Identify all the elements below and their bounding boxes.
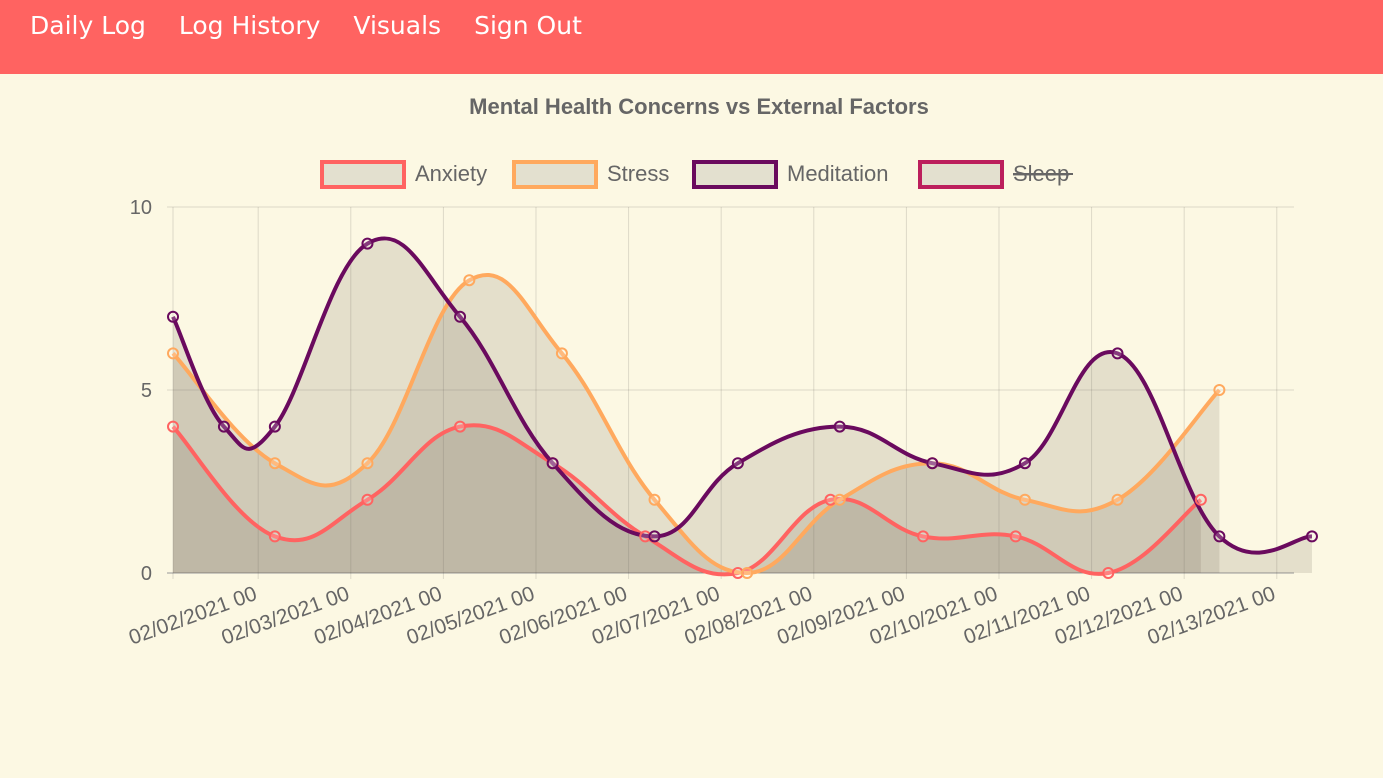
- nav-sign-out[interactable]: Sign Out: [474, 11, 582, 40]
- stress-point[interactable]: [361, 457, 374, 470]
- chart-legend: Anxiety Stress Meditation Sleep: [320, 160, 1073, 189]
- nav-daily-log[interactable]: Daily Log: [30, 11, 146, 40]
- chart-container: Mental Health Concerns vs External Facto…: [0, 74, 1383, 778]
- stress-point[interactable]: [167, 347, 179, 360]
- stress-point[interactable]: [555, 347, 568, 360]
- line-chart: Mental Health Concerns vs External Facto…: [126, 94, 1318, 650]
- nav-visuals[interactable]: Visuals: [353, 11, 442, 40]
- stress-point[interactable]: [463, 274, 476, 287]
- legend-item-stress[interactable]: Stress: [512, 160, 669, 189]
- series-lines: [171, 236, 1313, 577]
- meditation-point[interactable]: [1213, 530, 1226, 543]
- stress-line: [171, 272, 1221, 576]
- legend-label: Stress: [607, 161, 669, 186]
- anxiety-point[interactable]: [1009, 530, 1022, 543]
- meditation-line: [171, 236, 1313, 555]
- anxiety-point[interactable]: [167, 420, 179, 433]
- anxiety-point[interactable]: [1194, 493, 1207, 506]
- series-points: [167, 237, 1318, 579]
- legend-item-meditation[interactable]: Meditation: [692, 160, 889, 189]
- legend-label: Meditation: [787, 161, 889, 186]
- series-areas: [173, 238, 1312, 575]
- meditation-point[interactable]: [217, 420, 230, 433]
- anxiety-point[interactable]: [268, 530, 281, 543]
- stress-point[interactable]: [741, 567, 754, 579]
- y-tick-label: 0: [141, 563, 152, 585]
- stress-point[interactable]: [833, 493, 846, 506]
- y-tick-label: 5: [141, 380, 152, 402]
- stress-point[interactable]: [1213, 384, 1226, 396]
- legend-swatch: [692, 160, 778, 189]
- legend-label: Anxiety: [415, 161, 487, 186]
- meditation-point[interactable]: [833, 420, 846, 433]
- chart-title: Mental Health Concerns vs External Facto…: [469, 94, 929, 119]
- meditation-point[interactable]: [1018, 457, 1031, 470]
- anxiety-point[interactable]: [454, 420, 467, 433]
- meditation-point[interactable]: [268, 420, 281, 433]
- meditation-point[interactable]: [648, 530, 661, 543]
- anxiety-area: [173, 425, 1201, 575]
- stress-area: [173, 274, 1220, 573]
- navbar: Daily Log Log History Visuals Sign Out: [0, 0, 1383, 74]
- meditation-point[interactable]: [731, 457, 744, 470]
- chart-grid: [167, 206, 1294, 579]
- y-axis-ticks: 0 5 10: [130, 197, 152, 585]
- meditation-point[interactable]: [926, 457, 939, 470]
- nav-log-history[interactable]: Log History: [178, 11, 321, 40]
- stress-point[interactable]: [1111, 493, 1124, 506]
- y-tick-label: 10: [130, 197, 152, 219]
- anxiety-point[interactable]: [1102, 567, 1115, 579]
- legend-item-anxiety[interactable]: Anxiety: [320, 160, 487, 189]
- meditation-point[interactable]: [167, 310, 179, 323]
- meditation-point[interactable]: [361, 237, 374, 250]
- meditation-point[interactable]: [546, 457, 559, 470]
- anxiety-line: [171, 423, 1203, 577]
- meditation-point[interactable]: [1111, 347, 1124, 360]
- legend-swatch: [918, 160, 1004, 189]
- legend-swatch: [320, 160, 406, 189]
- legend-swatch: [512, 160, 598, 189]
- anxiety-point[interactable]: [917, 530, 930, 543]
- stress-point[interactable]: [648, 493, 661, 506]
- meditation-point[interactable]: [454, 310, 467, 323]
- anxiety-point[interactable]: [361, 493, 374, 506]
- meditation-point[interactable]: [1305, 530, 1318, 543]
- stress-point[interactable]: [1018, 493, 1031, 506]
- stress-point[interactable]: [268, 457, 281, 470]
- legend-item-sleep[interactable]: Sleep: [918, 160, 1073, 189]
